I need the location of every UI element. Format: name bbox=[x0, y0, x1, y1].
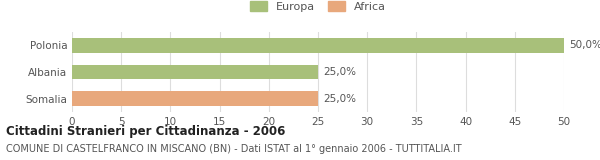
Text: Cittadini Stranieri per Cittadinanza - 2006: Cittadini Stranieri per Cittadinanza - 2… bbox=[6, 125, 286, 138]
Text: 50,0%: 50,0% bbox=[569, 40, 600, 50]
Text: COMUNE DI CASTELFRANCO IN MISCANO (BN) - Dati ISTAT al 1° gennaio 2006 - TUTTITA: COMUNE DI CASTELFRANCO IN MISCANO (BN) -… bbox=[6, 144, 461, 154]
Text: 25,0%: 25,0% bbox=[323, 94, 356, 104]
Text: 25,0%: 25,0% bbox=[323, 67, 356, 77]
Bar bbox=[72, 65, 318, 79]
Legend: Europa, Africa: Europa, Africa bbox=[250, 1, 386, 12]
Bar bbox=[72, 91, 318, 106]
Bar bbox=[72, 38, 564, 53]
